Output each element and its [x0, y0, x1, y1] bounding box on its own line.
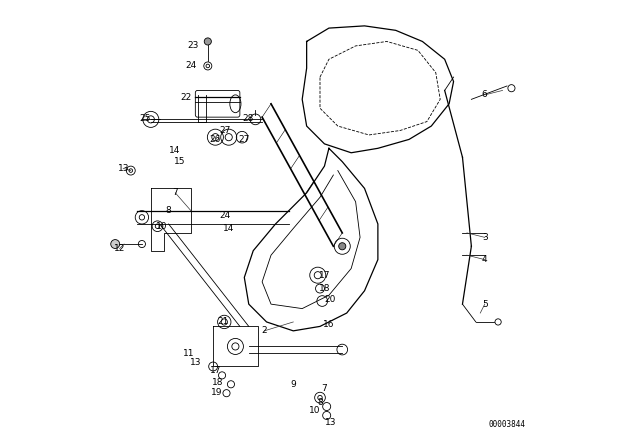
Text: 14: 14	[223, 224, 234, 233]
Text: 7: 7	[321, 384, 327, 393]
Text: 20: 20	[324, 295, 336, 304]
Text: 19: 19	[211, 388, 223, 397]
Circle shape	[111, 240, 120, 249]
Text: 22: 22	[180, 93, 191, 102]
Text: 25: 25	[140, 113, 151, 123]
Text: 27: 27	[220, 126, 231, 135]
Text: 18: 18	[212, 378, 223, 387]
Text: 18: 18	[319, 284, 330, 293]
Text: 10: 10	[308, 406, 320, 415]
Text: 24: 24	[185, 61, 196, 70]
Text: 8: 8	[317, 397, 323, 407]
Text: 15: 15	[174, 157, 186, 166]
Text: 13: 13	[118, 164, 129, 173]
Text: 21: 21	[218, 318, 229, 327]
Text: 4: 4	[482, 255, 488, 264]
Text: 2: 2	[262, 326, 267, 336]
Text: 26: 26	[210, 135, 221, 144]
Text: 17: 17	[319, 271, 330, 280]
Text: 12: 12	[114, 244, 125, 253]
Text: 23: 23	[188, 41, 199, 51]
Text: 14: 14	[169, 146, 180, 155]
Text: 28: 28	[243, 113, 254, 123]
Text: 24: 24	[220, 211, 231, 220]
Text: 7: 7	[172, 188, 178, 197]
Circle shape	[339, 243, 346, 250]
Text: 9: 9	[291, 380, 296, 389]
Text: 13: 13	[325, 418, 337, 426]
Text: 6: 6	[482, 90, 488, 99]
Text: 3: 3	[482, 233, 488, 242]
Text: 11: 11	[183, 349, 195, 358]
Text: 17: 17	[210, 366, 221, 375]
Text: 13: 13	[189, 358, 201, 366]
Circle shape	[204, 38, 211, 45]
Text: 00003844: 00003844	[488, 420, 525, 429]
Text: 16: 16	[323, 320, 335, 329]
Text: 27: 27	[239, 135, 250, 144]
Text: 5: 5	[482, 300, 488, 309]
Text: 10: 10	[156, 222, 168, 231]
Text: 8: 8	[166, 206, 172, 215]
